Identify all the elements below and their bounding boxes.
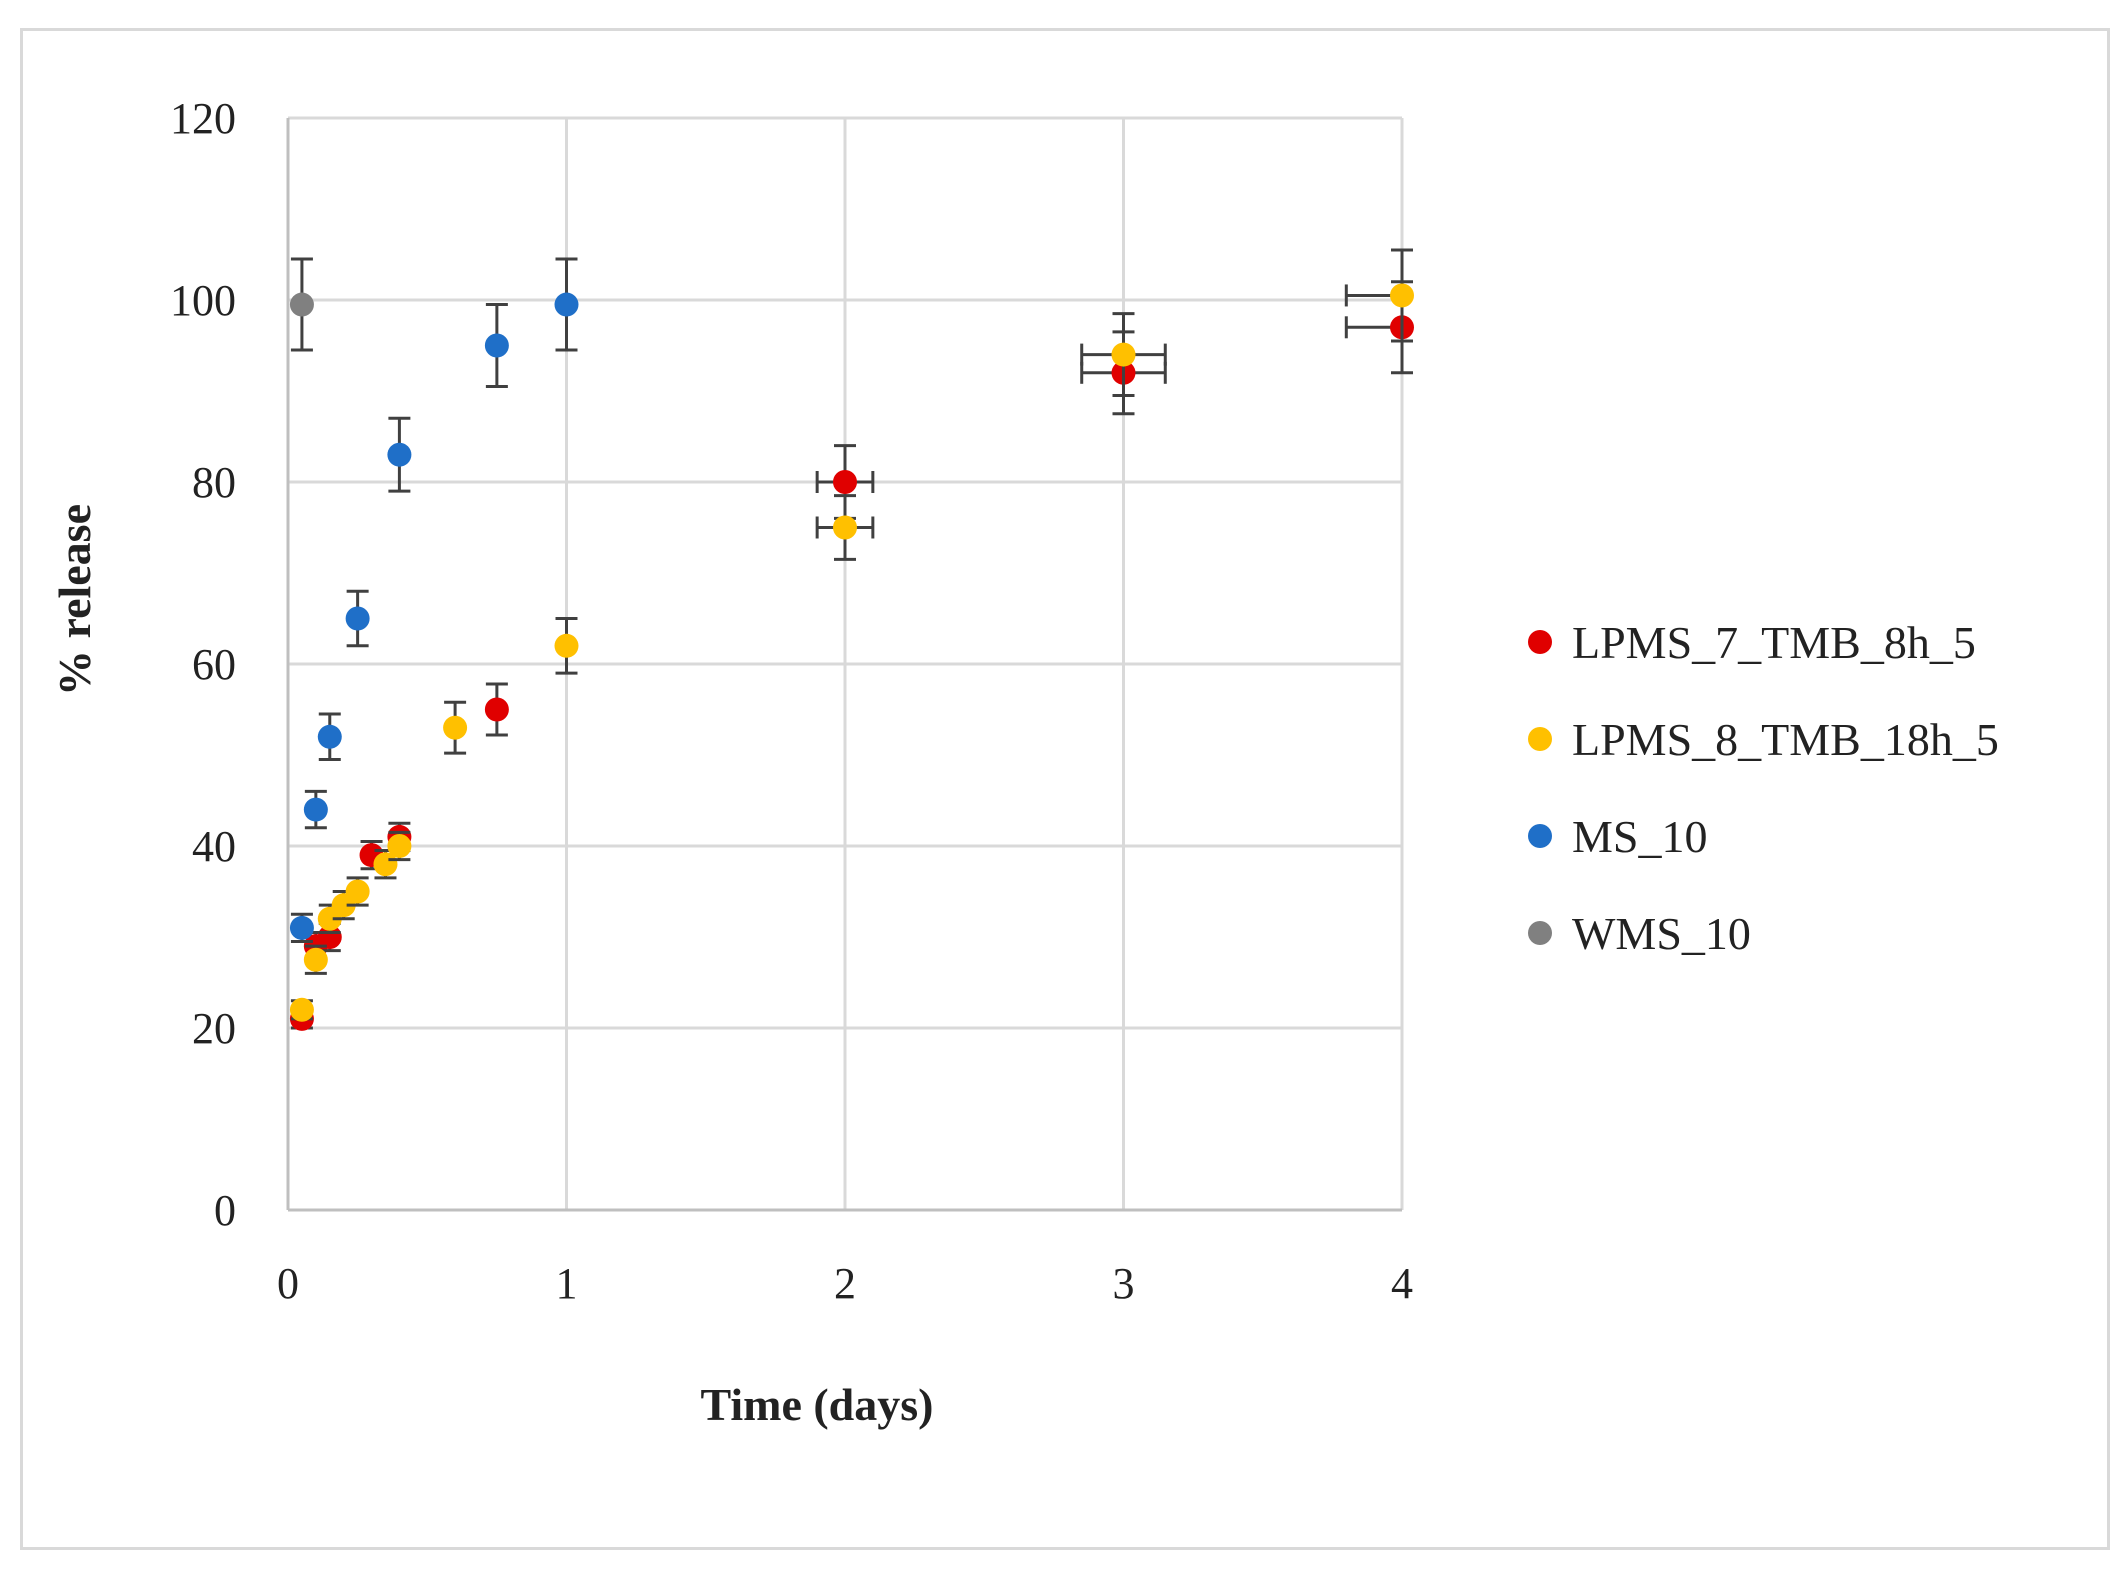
legend-marker <box>1528 824 1552 848</box>
data-point <box>317 724 342 749</box>
y-tick-label: 0 <box>214 1186 236 1235</box>
axes <box>286 118 1402 1212</box>
data-point <box>387 834 412 858</box>
x-tick-label: 0 <box>277 1259 299 1308</box>
y-tick-label: 40 <box>192 822 236 871</box>
legend-entry: LPMS_7_TMB_8h_5 <box>1572 617 1976 668</box>
tick-labels: 0 20 40 60 80 100 120 0 1 2 3 4 <box>170 94 1413 1308</box>
grid <box>288 116 1404 1210</box>
legend-marker <box>1528 630 1552 654</box>
series-MS_10 <box>289 257 579 944</box>
data-point <box>345 879 370 904</box>
x-tick-label: 3 <box>1113 1259 1135 1308</box>
data-point <box>345 606 370 631</box>
legend-marker <box>1528 921 1552 945</box>
x-axis-title: Time (days) <box>701 1379 934 1430</box>
data-point <box>289 997 314 1022</box>
x-tick-label: 1 <box>556 1259 578 1308</box>
data-point <box>1390 283 1414 308</box>
x-tick-label: 2 <box>834 1259 856 1308</box>
data-point <box>303 797 328 822</box>
legend-entry: MS_10 <box>1572 811 1707 862</box>
figure-frame <box>20 28 2110 1550</box>
legend-entry: LPMS_8_TMB_18h_5 <box>1572 714 1999 765</box>
data-point <box>554 292 579 317</box>
series-LPMS_8_TMB_18h_5 <box>289 248 1414 1022</box>
data-point <box>833 515 857 540</box>
data-point <box>289 915 314 940</box>
data-point <box>443 715 468 740</box>
data-point <box>289 292 314 317</box>
legend: LPMS_7_TMB_8h_5 LPMS_8_TMB_18h_5 MS_10 WMS_… <box>1528 617 1999 959</box>
data-point <box>1111 342 1136 367</box>
y-tick-label: 20 <box>192 1004 236 1053</box>
series-LPMS_7_TMB_8h_5 <box>289 280 1414 1031</box>
data-point <box>387 442 412 467</box>
data-point <box>554 633 579 658</box>
data-point <box>484 333 509 358</box>
y-axis-title: % release <box>49 504 100 696</box>
data-point <box>484 697 509 722</box>
data-point <box>303 947 328 972</box>
y-tick-label: 120 <box>170 94 236 143</box>
x-tick-label: 4 <box>1391 1259 1413 1308</box>
y-tick-label: 100 <box>170 276 236 325</box>
series-WMS_10 <box>289 257 314 352</box>
y-tick-label: 80 <box>192 458 236 507</box>
legend-entry: WMS_10 <box>1572 908 1751 959</box>
legend-marker <box>1528 727 1552 751</box>
data-series <box>289 248 1414 1031</box>
data-point <box>833 470 857 494</box>
y-tick-label: 60 <box>192 640 236 689</box>
